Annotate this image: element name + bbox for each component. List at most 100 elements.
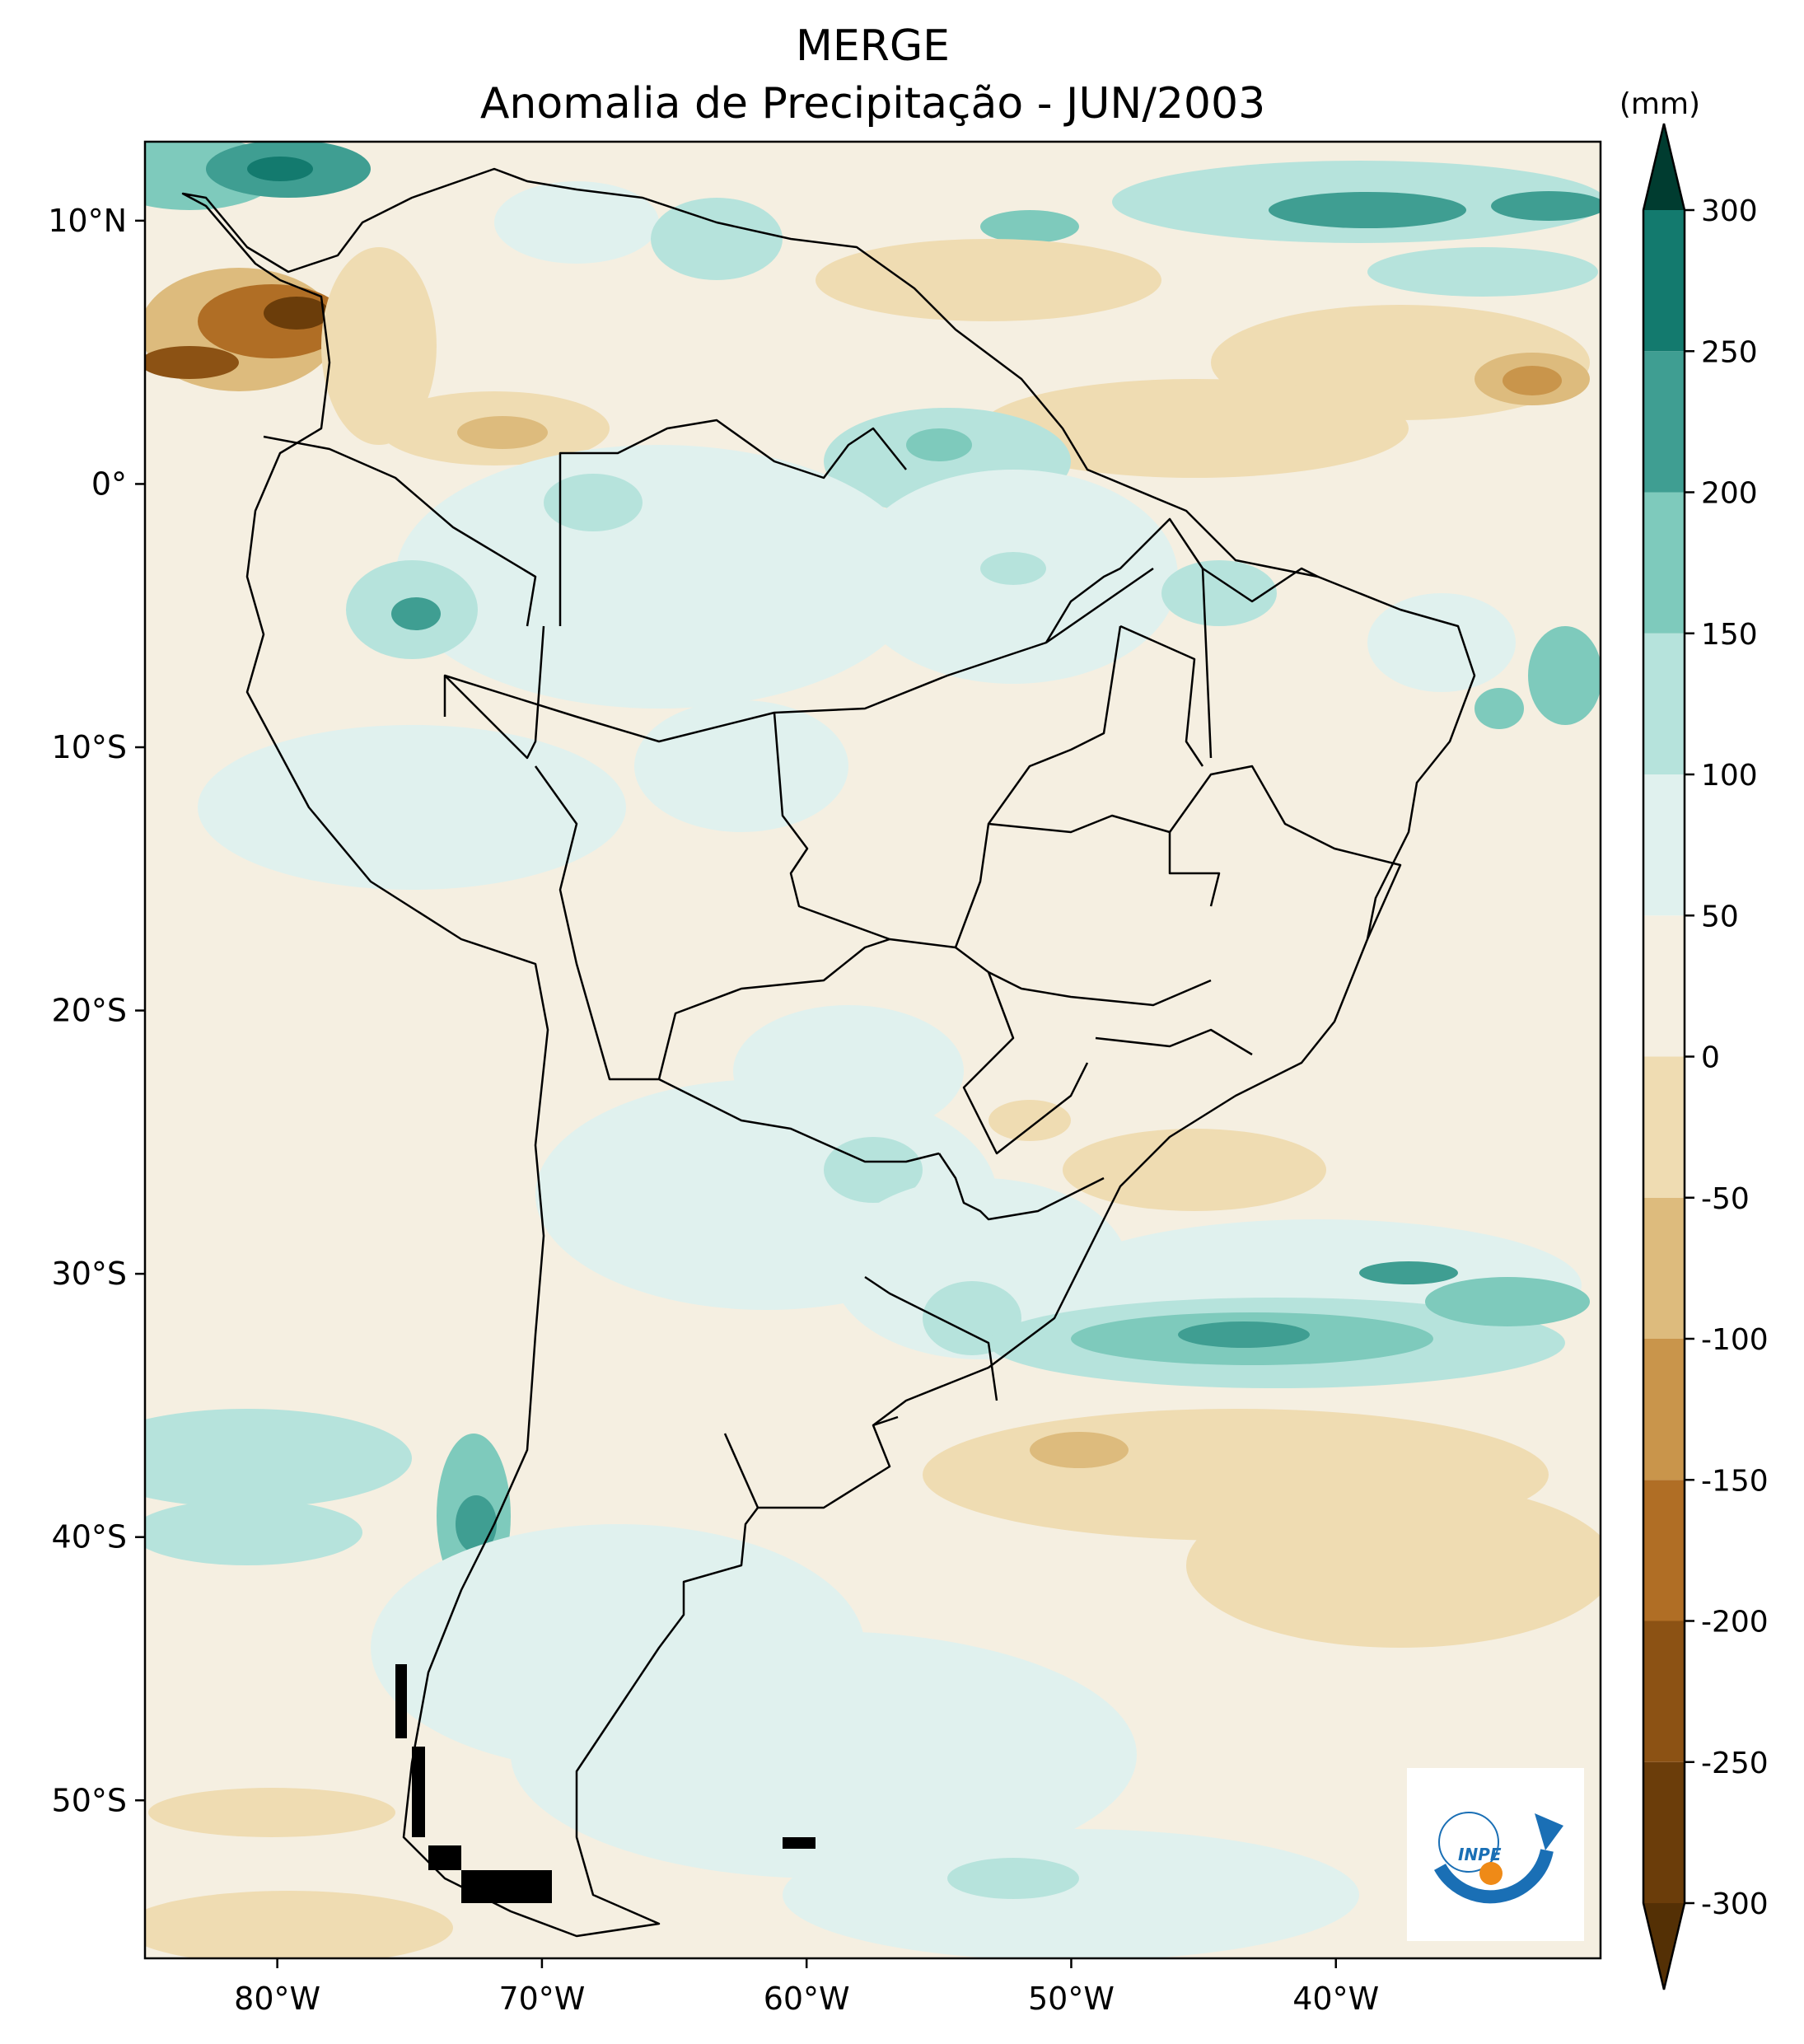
anomaly-patch — [1186, 1483, 1601, 1648]
lat-tick-label: 10°N — [48, 203, 127, 239]
map-frame — [143, 140, 1602, 1960]
colorbar-tick-label: 300 — [1701, 194, 1758, 228]
lat-tick-label: 20°S — [52, 993, 127, 1029]
lon-tick-label: 70°W — [498, 1981, 585, 2017]
island — [461, 1870, 552, 1903]
anomaly-patch — [1030, 1432, 1129, 1468]
colorbar-bin — [1643, 1621, 1685, 1762]
anomaly-patch — [1425, 1277, 1590, 1326]
country-borders — [181, 167, 1476, 1938]
colorbar-tick-label: -200 — [1701, 1606, 1769, 1639]
anomaly-patch — [494, 181, 659, 264]
anomaly-patch — [145, 346, 239, 379]
colorbar-bin — [1643, 1339, 1685, 1480]
colorbar-tick-label: -50 — [1701, 1182, 1750, 1216]
island — [395, 1664, 407, 1738]
anomaly-patch — [832, 1178, 1129, 1359]
anomaly-patch — [1475, 688, 1524, 729]
logo-arrowhead — [1535, 1813, 1563, 1850]
colorbar-bin — [1643, 633, 1685, 774]
anomaly-patch — [1528, 626, 1601, 725]
lat-tick-label: 40°S — [52, 1519, 127, 1555]
logo-text: INPE — [1458, 1845, 1502, 1864]
anomaly-patch — [988, 1100, 1071, 1141]
border-line — [443, 625, 545, 760]
colorbar-tick-label: 200 — [1701, 477, 1758, 511]
lon-tick-label: 50°W — [1028, 1981, 1115, 2017]
lon-tick-label: 80°W — [234, 1981, 320, 2017]
border-line — [872, 1415, 899, 1427]
anomaly-patch — [145, 1499, 362, 1565]
anomaly-patch — [947, 1858, 1079, 1899]
anomaly-patch — [321, 247, 437, 445]
anomaly-patch — [906, 428, 972, 461]
colorbar: -300 -250 -200 -150 -100 -50 0 50 100 150 200 250 30… — [1642, 123, 1769, 1990]
logo-orbit — [1438, 1812, 1499, 1873]
inpe-logo: INPE — [1407, 1768, 1584, 1941]
chart-title: MERGE — [795, 21, 950, 71]
colorbar-over-triangle — [1643, 124, 1685, 210]
anomaly-patch — [264, 297, 329, 330]
anomaly-patch — [1367, 593, 1516, 692]
colorbar-units-label: (mm) — [1619, 87, 1700, 121]
anomaly-patch — [145, 1891, 453, 1958]
border-line — [773, 712, 956, 949]
colorbar-bin — [1643, 492, 1685, 634]
border-line — [1119, 624, 1204, 767]
border-line — [864, 1275, 998, 1401]
anomaly-patch — [980, 379, 1409, 478]
colorbar-bin — [1643, 1056, 1685, 1198]
logo-swoosh — [1433, 1849, 1554, 1904]
colorbar-tick-label: 0 — [1701, 1041, 1720, 1075]
colorbar-tick-label: -250 — [1701, 1747, 1769, 1780]
border-line — [444, 567, 1154, 743]
anomaly-patches — [145, 142, 1601, 1958]
longitude-axis: 80°W 70°W 60°W 50°W 40°W — [234, 1958, 1379, 2017]
anomaly-patch — [1178, 1321, 1310, 1348]
border-line — [1168, 765, 1402, 940]
island — [428, 1845, 461, 1870]
inpe-logo-mark: INPE — [1433, 1812, 1563, 1904]
anomaly-patch — [1063, 1129, 1326, 1211]
anomaly-patch — [1269, 192, 1466, 228]
border-line — [1095, 1028, 1253, 1056]
anomaly-patch — [1503, 366, 1562, 395]
anomaly-patch — [148, 1788, 395, 1837]
anomaly-patch — [391, 597, 441, 630]
border-line — [937, 1153, 1105, 1221]
anomaly-patch — [651, 198, 783, 280]
colorbar-bin — [1643, 210, 1685, 352]
border-line — [657, 938, 890, 1080]
colorbar-tick-label: -150 — [1701, 1464, 1769, 1498]
logo-sun — [1479, 1862, 1503, 1885]
island — [412, 1747, 425, 1837]
border-line — [1201, 568, 1213, 759]
border-line — [962, 971, 1089, 1155]
colorbar-tick-label: -300 — [1701, 1887, 1769, 1921]
anomaly-patch — [457, 416, 548, 449]
colorbar-bin — [1643, 774, 1685, 916]
colorbar-bin — [1643, 1480, 1685, 1621]
chart-subtitle: Anomalia de Precipitação - JUN/2003 — [479, 79, 1266, 129]
anomaly-patch — [145, 1409, 412, 1508]
lat-tick-label: 0° — [91, 465, 127, 502]
colorbar-under-triangle — [1643, 1903, 1685, 1990]
anomaly-patch — [544, 474, 643, 531]
island — [783, 1837, 816, 1849]
anomaly-patch — [783, 1829, 1359, 1958]
lat-tick-label: 30°S — [52, 1256, 127, 1292]
anomaly-patch — [395, 445, 923, 709]
anomaly-patch — [980, 552, 1046, 585]
colorbar-tick-label: -100 — [1701, 1323, 1769, 1357]
colorbar-tick-label: 50 — [1701, 900, 1739, 933]
lat-tick-label: 10°S — [52, 729, 127, 765]
border-line — [558, 419, 907, 626]
latitude-axis: 10°N 0° 10°S 20°S 30°S 40°S 50°S — [48, 203, 145, 1818]
anomaly-patch — [980, 210, 1079, 243]
colorbar-tick-label: 150 — [1701, 618, 1758, 652]
anomaly-patch — [198, 725, 626, 890]
colorbar-tick-label: 100 — [1701, 759, 1758, 793]
colorbar-tick-label: 250 — [1701, 335, 1758, 369]
